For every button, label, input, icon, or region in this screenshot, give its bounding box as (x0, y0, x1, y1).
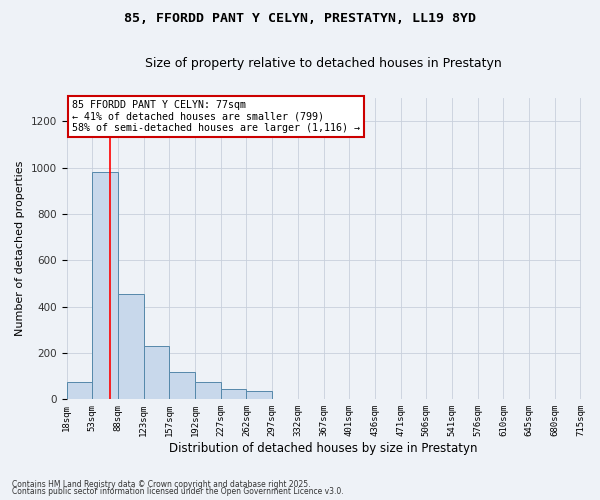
Bar (169, 372, 195, 400)
Title: Size of property relative to detached houses in Prestatyn: Size of property relative to detached ho… (145, 58, 502, 70)
Text: Contains public sector information licensed under the Open Government Licence v3: Contains public sector information licen… (12, 487, 344, 496)
Y-axis label: Number of detached properties: Number of detached properties (15, 161, 25, 336)
Bar (143, 346, 169, 400)
Bar (118, 294, 143, 400)
Bar (92, 172, 118, 400)
Bar (195, 382, 221, 400)
Bar (221, 389, 247, 400)
Text: 85 FFORDD PANT Y CELYN: 77sqm
← 41% of detached houses are smaller (799)
58% of : 85 FFORDD PANT Y CELYN: 77sqm ← 41% of d… (71, 100, 359, 133)
Text: Contains HM Land Registry data © Crown copyright and database right 2025.: Contains HM Land Registry data © Crown c… (12, 480, 311, 489)
X-axis label: Distribution of detached houses by size in Prestatyn: Distribution of detached houses by size … (169, 442, 478, 455)
Bar (67, 382, 92, 400)
Text: 85, FFORDD PANT Y CELYN, PRESTATYN, LL19 8YD: 85, FFORDD PANT Y CELYN, PRESTATYN, LL19… (124, 12, 476, 26)
Bar (247, 391, 272, 400)
